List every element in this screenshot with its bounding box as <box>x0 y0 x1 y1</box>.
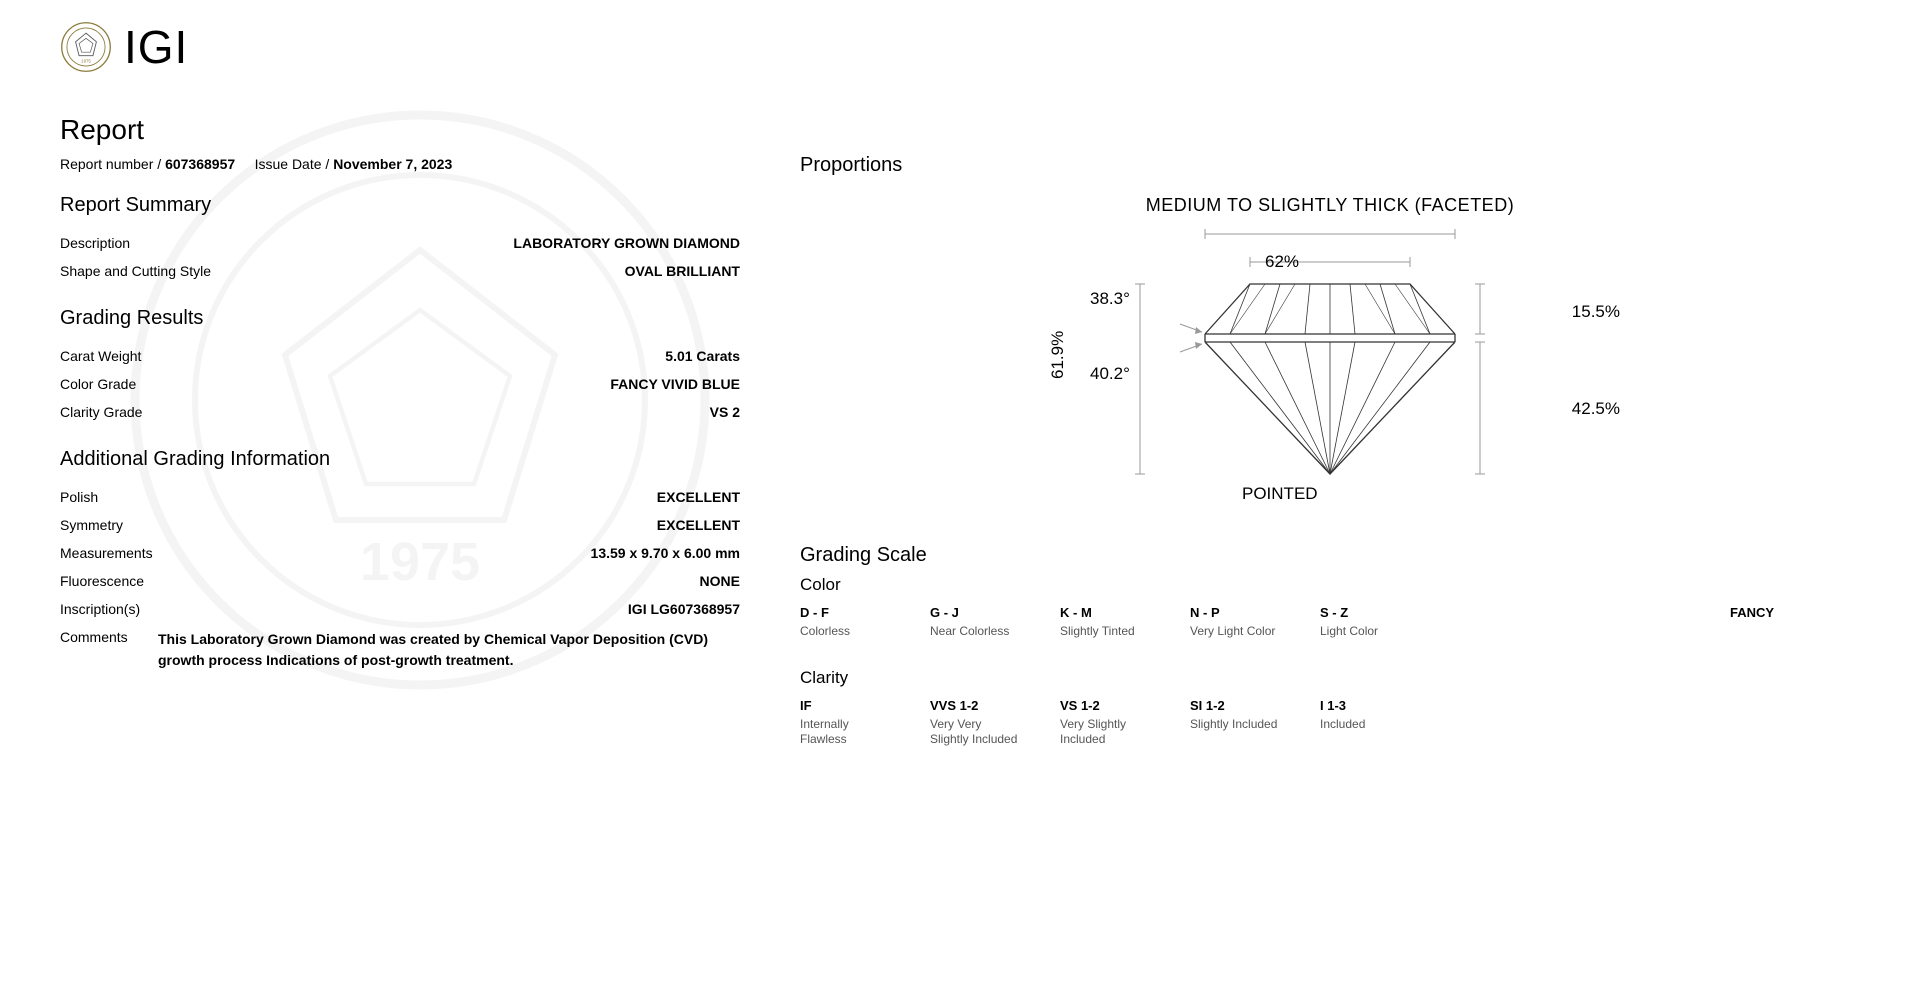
grading-row: Clarity Grade VS 2 <box>60 398 740 426</box>
grading-row: Color Grade FANCY VIVID BLUE <box>60 370 740 398</box>
row-label: Fluorescence <box>60 573 144 589</box>
brand-header: 1975 IGI <box>60 20 1860 74</box>
scale-code: VVS 1-2 <box>930 698 1020 713</box>
scale-code: K - M <box>1060 605 1150 620</box>
comments-label: Comments <box>60 629 140 671</box>
scale-item: K - M Slightly Tinted <box>1060 605 1150 640</box>
scale-item: VS 1-2 Very Slightly Included <box>1060 698 1150 748</box>
row-label: Clarity Grade <box>60 404 142 420</box>
diamond-profile-icon <box>1120 224 1540 504</box>
grading-title: Grading Results <box>60 307 740 330</box>
grading-row: Carat Weight 5.01 Carats <box>60 342 740 370</box>
scale-code: I 1-3 <box>1320 698 1410 713</box>
brand-text: IGI <box>124 20 188 74</box>
scale-code: D - F <box>800 605 890 620</box>
scale-code: G - J <box>930 605 1020 620</box>
scale-code: SI 1-2 <box>1190 698 1280 713</box>
additional-row: Symmetry EXCELLENT <box>60 511 740 539</box>
scale-desc: Light Color <box>1320 624 1410 640</box>
row-value: 13.59 x 9.70 x 6.00 mm <box>591 545 740 561</box>
scale-code: IF <box>800 698 890 713</box>
scale-code: VS 1-2 <box>1060 698 1150 713</box>
scale-item: SI 1-2 Slightly Included <box>1190 698 1280 748</box>
issue-date: November 7, 2023 <box>333 156 452 172</box>
row-label: Description <box>60 235 130 251</box>
row-value: IGI LG607368957 <box>628 601 740 617</box>
row-value: OVAL BRILLIANT <box>625 263 740 279</box>
summary-title: Report Summary <box>60 194 740 217</box>
scale-item-fancy: FANCY <box>1730 605 1820 640</box>
table-pct: 62% <box>1265 252 1299 272</box>
scale-code: N - P <box>1190 605 1280 620</box>
row-label: Shape and Cutting Style <box>60 263 211 279</box>
row-label: Measurements <box>60 545 153 561</box>
row-value: FANCY VIVID BLUE <box>610 376 740 392</box>
scale-item: VVS 1-2 Very Very Slightly Included <box>930 698 1020 748</box>
crown-angle: 38.3° <box>1090 289 1130 309</box>
color-scale-title: Color <box>800 575 1860 595</box>
scale-code: S - Z <box>1320 605 1410 620</box>
row-label: Polish <box>60 489 98 505</box>
scale-desc: Near Colorless <box>930 624 1020 640</box>
igi-seal-icon: 1975 <box>60 21 112 73</box>
additional-row: Measurements 13.59 x 9.70 x 6.00 mm <box>60 539 740 567</box>
scale-code: FANCY <box>1730 605 1820 620</box>
row-value: LABORATORY GROWN DIAMOND <box>513 235 740 251</box>
comments-row: Comments This Laboratory Grown Diamond w… <box>60 623 740 677</box>
scale-item: N - P Very Light Color <box>1190 605 1280 640</box>
scale-desc: Very Very Slightly Included <box>930 717 1020 748</box>
pavilion-angle: 40.2° <box>1090 364 1130 384</box>
scale-desc: Colorless <box>800 624 890 640</box>
svg-text:1975: 1975 <box>81 59 91 64</box>
row-value: VS 2 <box>710 404 740 420</box>
scale-item: I 1-3 Included <box>1320 698 1410 748</box>
scale-desc: Very Light Color <box>1190 624 1280 640</box>
crown-height: 15.5% <box>1572 302 1620 322</box>
row-value: EXCELLENT <box>657 517 740 533</box>
additional-title: Additional Grading Information <box>60 448 740 471</box>
color-scale-row: D - F Colorless G - J Near Colorless K -… <box>800 605 1860 640</box>
scale-desc: Very Slightly Included <box>1060 717 1150 748</box>
row-label: Carat Weight <box>60 348 141 364</box>
row-value: 5.01 Carats <box>665 348 740 364</box>
culet-label: POINTED <box>1242 484 1318 504</box>
issue-date-label: Issue Date / <box>255 156 330 172</box>
additional-row: Inscription(s) IGI LG607368957 <box>60 595 740 623</box>
pavilion-depth: 42.5% <box>1572 399 1620 419</box>
row-label: Inscription(s) <box>60 601 140 617</box>
additional-row: Polish EXCELLENT <box>60 483 740 511</box>
proportions-diagram: MEDIUM TO SLIGHTLY THICK (FACETED) <box>1070 195 1590 504</box>
left-column: Report Report number / 607368957 Issue D… <box>60 114 740 748</box>
report-number-label: Report number / <box>60 156 161 172</box>
scale-desc: Slightly Tinted <box>1060 624 1150 640</box>
summary-row: Description LABORATORY GROWN DIAMOND <box>60 229 740 257</box>
scale-desc: Internally Flawless <box>800 717 890 748</box>
summary-row: Shape and Cutting Style OVAL BRILLIANT <box>60 257 740 285</box>
scale-item: IF Internally Flawless <box>800 698 890 748</box>
row-label: Symmetry <box>60 517 123 533</box>
report-title: Report <box>60 114 740 146</box>
row-label: Color Grade <box>60 376 136 392</box>
comments-text: This Laboratory Grown Diamond was create… <box>158 629 740 671</box>
clarity-scale-row: IF Internally Flawless VVS 1-2 Very Very… <box>800 698 1860 748</box>
proportions-title: Proportions <box>800 154 1860 177</box>
total-depth: 61.9% <box>1048 331 1068 379</box>
girdle-label: MEDIUM TO SLIGHTLY THICK (FACETED) <box>1070 195 1590 216</box>
report-number: 607368957 <box>165 156 235 172</box>
clarity-scale-title: Clarity <box>800 668 1860 688</box>
scale-item: G - J Near Colorless <box>930 605 1020 640</box>
grading-scale-title: Grading Scale <box>800 544 1860 567</box>
scale-desc: Slightly Included <box>1190 717 1280 733</box>
right-column: Proportions MEDIUM TO SLIGHTLY THICK (FA… <box>800 114 1860 748</box>
report-meta: Report number / 607368957 Issue Date / N… <box>60 156 740 172</box>
additional-row: Fluorescence NONE <box>60 567 740 595</box>
scale-item: D - F Colorless <box>800 605 890 640</box>
scale-desc: Included <box>1320 717 1410 733</box>
row-value: NONE <box>700 573 740 589</box>
row-value: EXCELLENT <box>657 489 740 505</box>
scale-item: S - Z Light Color <box>1320 605 1410 640</box>
